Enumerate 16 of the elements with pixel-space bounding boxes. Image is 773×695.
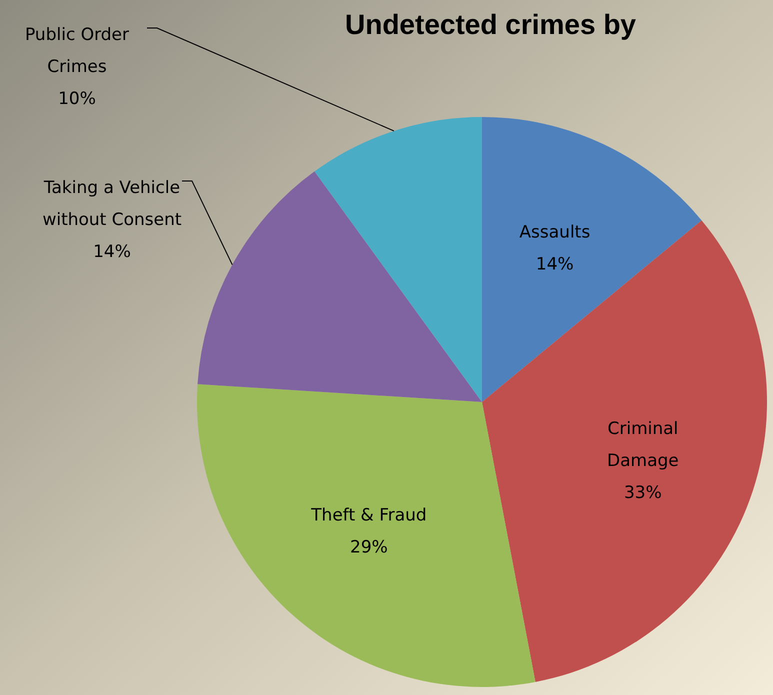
slice-label: Criminal Damage xyxy=(607,418,679,471)
slice-label: Public Order Crimes xyxy=(24,25,130,77)
chart-title: Undetected crimes by xyxy=(345,9,636,40)
data-label: 14% xyxy=(93,242,131,262)
pie-slice xyxy=(314,117,482,402)
data-label: 10% xyxy=(58,89,96,109)
data-label: 29% xyxy=(350,537,388,558)
slice-label: Taking a Vehicle without Consent xyxy=(42,178,182,230)
pie-slice xyxy=(197,384,536,687)
pie-slice xyxy=(482,117,702,402)
pie-slice xyxy=(482,220,767,682)
slice-label: Assaults xyxy=(519,222,590,242)
pie-slice xyxy=(198,171,482,402)
slice-label: Theft & Fraud xyxy=(310,505,427,526)
data-label: 33% xyxy=(624,482,662,503)
data-label: 14% xyxy=(536,254,574,274)
